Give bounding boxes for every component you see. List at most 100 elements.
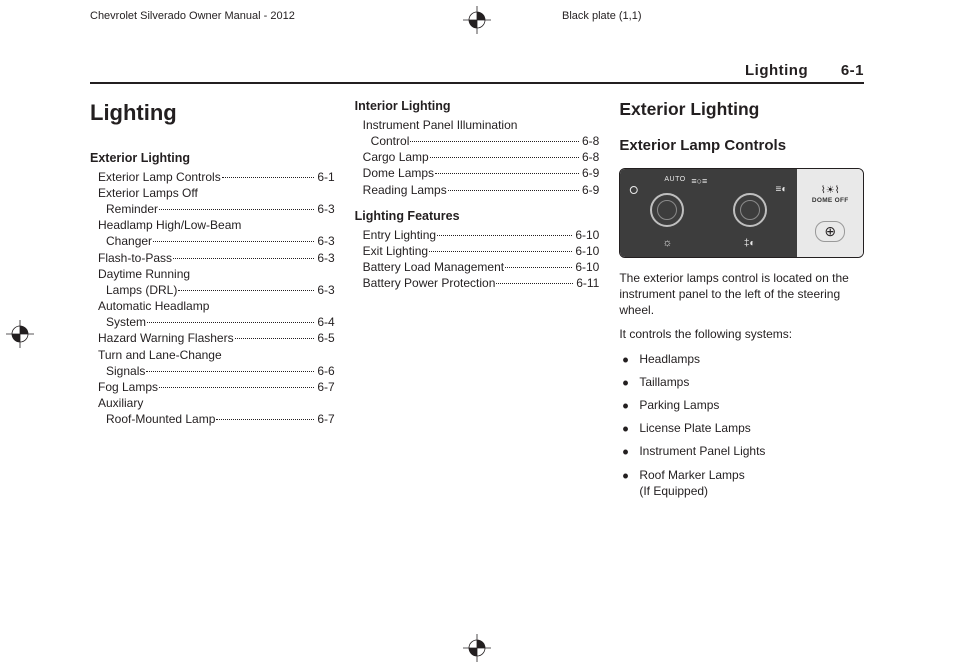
parking-lamp-icon-small: ≡○≡ [691,175,707,187]
headlamp-icon: ≡◐ [776,183,788,197]
toc-page: 6-4 [317,314,334,330]
crop-mark-left [6,320,34,348]
dome-icon: ⌇☀⌇ [812,184,849,198]
toc-leader [159,209,314,210]
toc-leader [153,241,314,242]
systems-list: HeadlampsTaillampsParking LampsLicense P… [619,351,864,499]
toc-page: 6-6 [317,363,334,379]
toc-group: Interior LightingInstrument Panel Illumi… [355,98,600,198]
toc-entry: Reading Lamps6-9 [363,182,600,198]
toc-label: Daytime Running [98,266,190,282]
toc-entry: Daytime Running [98,266,335,282]
toc-label: Entry Lighting [363,227,436,243]
toc-label: Cargo Lamp [363,149,429,165]
toc-label: Auxiliary [98,395,143,411]
toc-label: Automatic Headlamp [98,298,209,314]
dome-off-button: ⌇☀⌇ DOME OFF [812,184,849,206]
toc-group: Exterior LightingExterior Lamp Controls6… [90,150,335,428]
toc-page: 6-5 [317,330,334,346]
toc-label: Reading Lamps [363,182,447,198]
body-text: It controls the following systems: [619,326,864,342]
toc-page: 6-7 [317,379,334,395]
toc-leader [435,173,579,174]
control-buttons-area: ⌇☀⌇ DOME OFF ⊕ [797,169,863,257]
chapter-title: Lighting [90,98,335,128]
toc-entry: Exterior Lamp Controls 6-1 [98,169,335,185]
toc-page: 6-3 [317,233,334,249]
toc-entry: Headlamp High/Low-Beam [98,217,335,233]
toc-leader [430,157,579,158]
toc-page: 6-10 [575,243,599,259]
page-number: 6-1 [841,62,864,79]
list-item: Taillamps [619,374,864,390]
toc-page: 6-7 [317,411,334,427]
toc-entry: Reminder6-3 [106,201,335,217]
toc-entry: Signals 6-6 [106,363,335,379]
toc-leader [235,338,315,339]
toc-page: 6-3 [317,282,334,298]
list-item: License Plate Lamps [619,420,864,436]
rotary-knob-left [650,193,684,227]
toc-page: 6-10 [575,227,599,243]
column-2: Interior LightingInstrument Panel Illumi… [355,98,600,506]
subsection-heading: Exterior Lamp Controls [619,136,864,156]
toc-page: 6-8 [582,149,599,165]
list-item: Roof Marker Lamps (If Equipped) [619,467,864,499]
toc-page: 6-1 [317,169,334,185]
toc-entry: Auxiliary [98,395,335,411]
toc-entry: Battery Load Management 6-10 [363,259,600,275]
toc-entry: System 6-4 [106,314,335,330]
crop-mark-top [463,6,491,34]
control-dial-area: AUTO ⭘ ≡○≡ ≡◐ ☼ ‡◐ [620,169,797,257]
toc-label: Battery Load Management [363,259,504,275]
auto-label: AUTO [664,175,685,184]
off-icon: ⭘ [629,184,638,199]
toc-entry: Battery Power Protection 6-11 [363,275,600,291]
toc-label: Roof-Mounted Lamp [106,411,215,427]
dome-off-label: DOME OFF [812,197,849,206]
fog-lamp-icon: ‡◐ [744,237,756,251]
toc-page: 6-11 [576,275,599,291]
toc-label: Signals [106,363,145,379]
toc-label: Control [371,133,410,149]
toc-leader [216,419,314,420]
toc-page: 6-9 [582,165,599,181]
toc-page: 6-10 [575,259,599,275]
toc-leader [505,267,572,268]
toc-label: System [106,314,146,330]
toc-label: Battery Power Protection [363,275,496,291]
toc-label: Hazard Warning Flashers [98,330,234,346]
toc-label: Exit Lighting [363,243,428,259]
toc-label: Fog Lamps [98,379,158,395]
rotary-knob-right [733,193,767,227]
toc-leader [173,258,314,259]
toc-leader [448,190,579,191]
toc-label: Dome Lamps [363,165,434,181]
toc-label: Exterior Lamp Controls [98,169,221,185]
toc-group: Lighting FeaturesEntry Lighting6-10Exit … [355,208,600,292]
toc-entry: Lamps (DRL) 6-3 [106,282,335,298]
toc-leader [146,371,314,372]
toc-entry: Exit Lighting 6-10 [363,243,600,259]
toc-page: 6-3 [317,201,334,217]
list-item: Instrument Panel Lights [619,443,864,459]
columns: Lighting Exterior LightingExterior Lamp … [0,84,954,506]
crop-mark-bottom [463,634,491,662]
toc-label: Headlamp High/Low-Beam [98,217,241,233]
list-item: Parking Lamps [619,397,864,413]
toc-label: Lamps (DRL) [106,282,177,298]
lamp-control-figure: AUTO ⭘ ≡○≡ ≡◐ ☼ ‡◐ ⌇☀⌇ DOME OFF ⊕ [619,168,864,258]
toc-label: Instrument Panel Illumination [363,117,518,133]
toc-entry: Fog Lamps 6-7 [98,379,335,395]
toc-entry: Hazard Warning Flashers 6-5 [98,330,335,346]
toc-entry: Cargo Lamp 6-8 [363,149,600,165]
toc-label: Flash-to-Pass [98,250,172,266]
toc-entry: Roof-Mounted Lamp 6-7 [106,411,335,427]
toc-leader [159,387,314,388]
toc-entry: Flash-to-Pass 6-3 [98,250,335,266]
column-3: Exterior Lighting Exterior Lamp Controls… [619,98,864,506]
toc-leader [410,141,579,142]
toc-page: 6-3 [317,250,334,266]
toc-leader [147,322,314,323]
toc-entry: Entry Lighting 6-10 [363,227,600,243]
